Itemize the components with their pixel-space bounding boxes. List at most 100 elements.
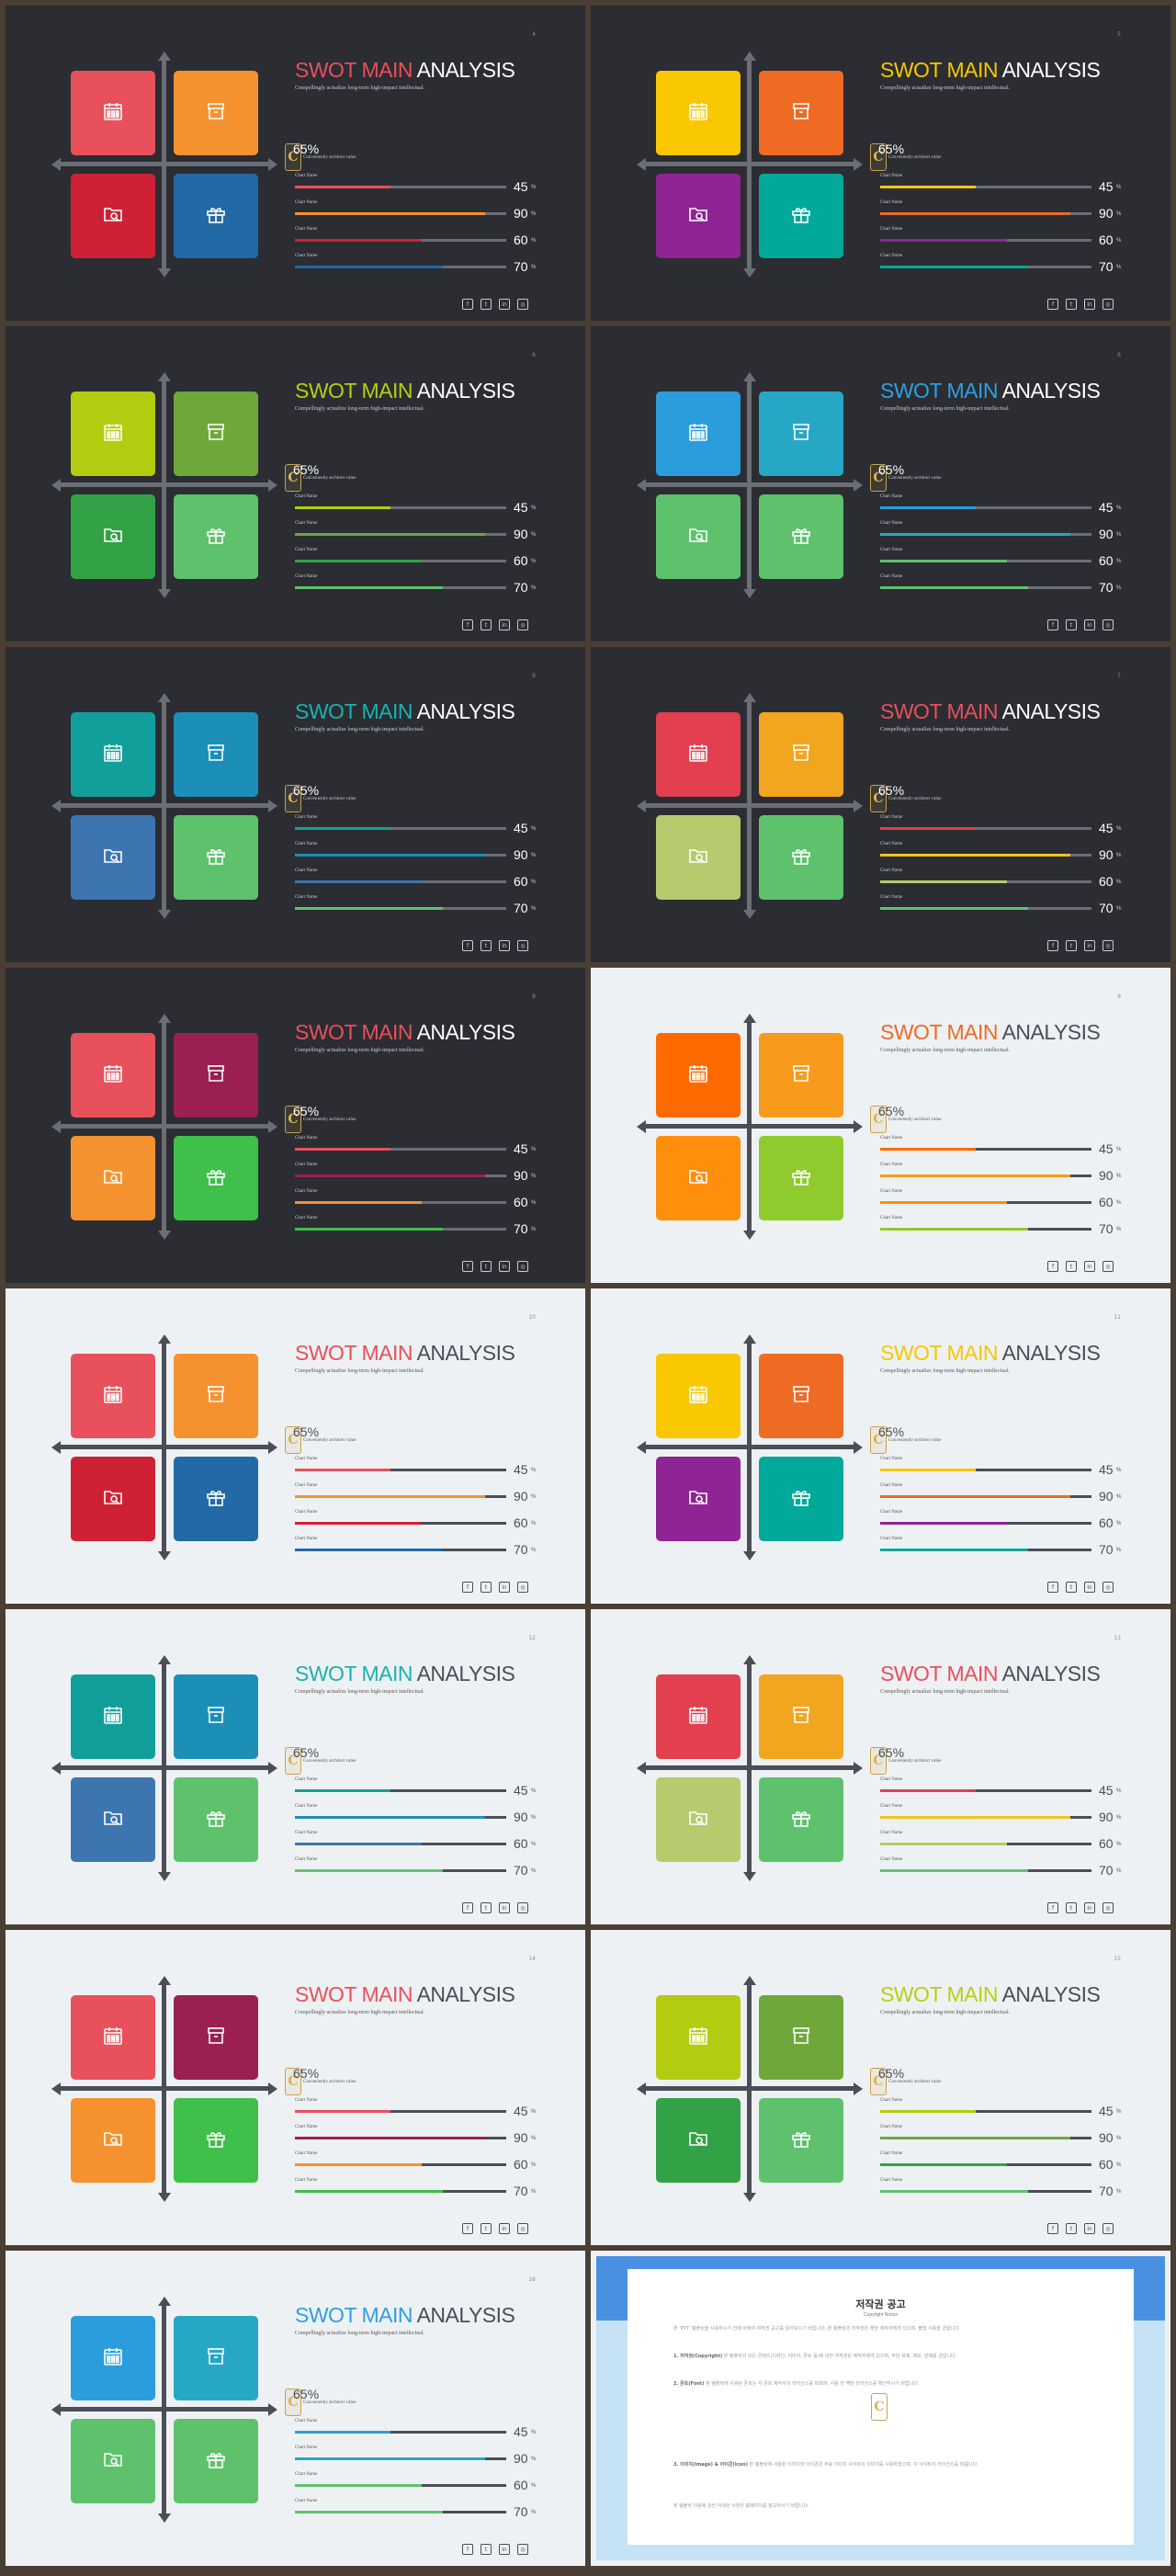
facebook-icon[interactable]: f [462,2544,473,2555]
bar-track [295,1469,506,1471]
bar-track [880,1228,1091,1231]
facebook-icon[interactable]: f [1047,2223,1058,2234]
linkedin-icon[interactable]: in [499,1902,510,1913]
bar-unit: % [1116,2109,1122,2115]
instagram-icon[interactable]: ◎ [517,1261,528,1272]
twitter-icon[interactable]: t [481,2223,492,2234]
linkedin-icon[interactable]: in [1084,940,1095,951]
bar-name: Chart Name [295,868,318,873]
threats-box [174,174,258,258]
twitter-icon[interactable]: t [1066,940,1077,951]
bar-name: Chart Name [295,2178,318,2183]
facebook-icon[interactable]: f [1047,619,1058,630]
linkedin-icon[interactable]: in [1084,1582,1095,1593]
down-arrow-icon [743,268,756,278]
linkedin-icon[interactable]: in [499,940,510,951]
instagram-icon[interactable]: ◎ [517,1902,528,1913]
bar-value: 70 [1099,580,1114,595]
instagram-icon[interactable]: ◎ [517,619,528,630]
twitter-icon[interactable]: t [481,1582,492,1593]
facebook-icon[interactable]: f [462,1261,473,1272]
linkedin-icon[interactable]: in [1084,299,1095,310]
bar-fill [295,1816,485,1819]
linkedin-icon[interactable]: in [499,299,510,310]
bar-value: 90 [1099,2130,1114,2145]
facebook-icon[interactable]: f [462,619,473,630]
paragraph-body: 본 템플릿에 사용된 이미지와 아이콘은 무료 이미지 사이트의 이미지를 사용… [747,2462,978,2468]
bar-unit: % [531,2457,537,2462]
bar-fill [880,586,1028,589]
down-arrow-icon [158,1231,171,1240]
linkedin-icon[interactable]: in [1084,1902,1095,1913]
linkedin-icon[interactable]: in [499,1582,510,1593]
bar-track [295,880,506,883]
bar-fill [880,1201,1007,1204]
instagram-icon[interactable]: ◎ [517,2223,528,2234]
twitter-icon[interactable]: t [1066,2223,1077,2234]
instagram-icon[interactable]: ◎ [517,1582,528,1593]
bar-row: Chart Name 60% [880,1510,1128,1534]
facebook-icon[interactable]: f [1047,940,1058,951]
bar-fill [295,560,422,562]
strengths-box [71,392,155,476]
facebook-icon[interactable]: f [462,940,473,951]
linkedin-icon[interactable]: in [1084,2223,1095,2234]
strengths-box [656,1033,741,1118]
slide-11: 12 SWOT MAIN ANALYSIS Compellingly actuali… [6,1609,585,1924]
instagram-icon[interactable]: ◎ [1102,1902,1114,1913]
linkedin-icon[interactable]: in [499,2223,510,2234]
vertical-axis [162,59,166,270]
twitter-icon[interactable]: t [1066,1582,1077,1593]
facebook-icon[interactable]: f [462,299,473,310]
bar-name: Chart Name [880,174,903,178]
twitter-icon[interactable]: t [481,940,492,951]
bar-fill [880,1522,1007,1525]
linkedin-icon[interactable]: in [499,2544,510,2555]
instagram-icon[interactable]: ◎ [1102,299,1114,310]
bar-track [295,2110,506,2113]
down-arrow-icon [158,268,171,278]
slide-13: 14 SWOT MAIN ANALYSIS Compellingly actuali… [6,1930,585,2245]
instagram-icon[interactable]: ◎ [1102,1261,1114,1272]
bar-unit: % [1116,1842,1122,1847]
twitter-icon[interactable]: t [1066,1902,1077,1913]
folder-search-icon [102,524,124,550]
instagram-icon[interactable]: ◎ [517,2544,528,2555]
instagram-icon[interactable]: ◎ [517,940,528,951]
twitter-icon[interactable]: t [1066,619,1077,630]
twitter-icon[interactable]: t [481,299,492,310]
linkedin-icon[interactable]: in [499,1261,510,1272]
bar-track [880,1869,1091,1872]
bar-track [295,506,506,509]
bar-track [880,1843,1091,1845]
facebook-icon[interactable]: f [1047,1582,1058,1593]
facebook-icon[interactable]: f [462,1902,473,1913]
facebook-icon[interactable]: f [1047,1902,1058,1913]
instagram-icon[interactable]: ◎ [1102,619,1114,630]
twitter-icon[interactable]: t [481,619,492,630]
linkedin-icon[interactable]: in [499,619,510,630]
facebook-icon[interactable]: f [462,2223,473,2234]
strengths-box [71,1674,155,1759]
twitter-icon[interactable]: t [1066,299,1077,310]
instagram-icon[interactable]: ◎ [1102,2223,1114,2234]
down-arrow-icon [743,910,756,919]
linkedin-icon[interactable]: in [1084,1261,1095,1272]
twitter-icon[interactable]: t [1066,1261,1077,1272]
slide-subtitle: Compellingly actualize long-term high-im… [295,1048,425,1053]
twitter-icon[interactable]: t [481,1902,492,1913]
instagram-icon[interactable]: ◎ [1102,940,1114,951]
right-arrow-icon [854,2082,863,2095]
linkedin-icon[interactable]: in [1084,619,1095,630]
threats-box [759,1457,843,1541]
twitter-icon[interactable]: t [481,2544,492,2555]
bar-name: Chart Name [295,494,318,499]
instagram-icon[interactable]: ◎ [517,299,528,310]
bar-value: 45 [1099,179,1114,194]
twitter-icon[interactable]: t [481,1261,492,1272]
facebook-icon[interactable]: f [1047,299,1058,310]
facebook-icon[interactable]: f [1047,1261,1058,1272]
instagram-icon[interactable]: ◎ [1102,1582,1114,1593]
facebook-icon[interactable]: f [462,1582,473,1593]
bar-track [295,1522,506,1525]
